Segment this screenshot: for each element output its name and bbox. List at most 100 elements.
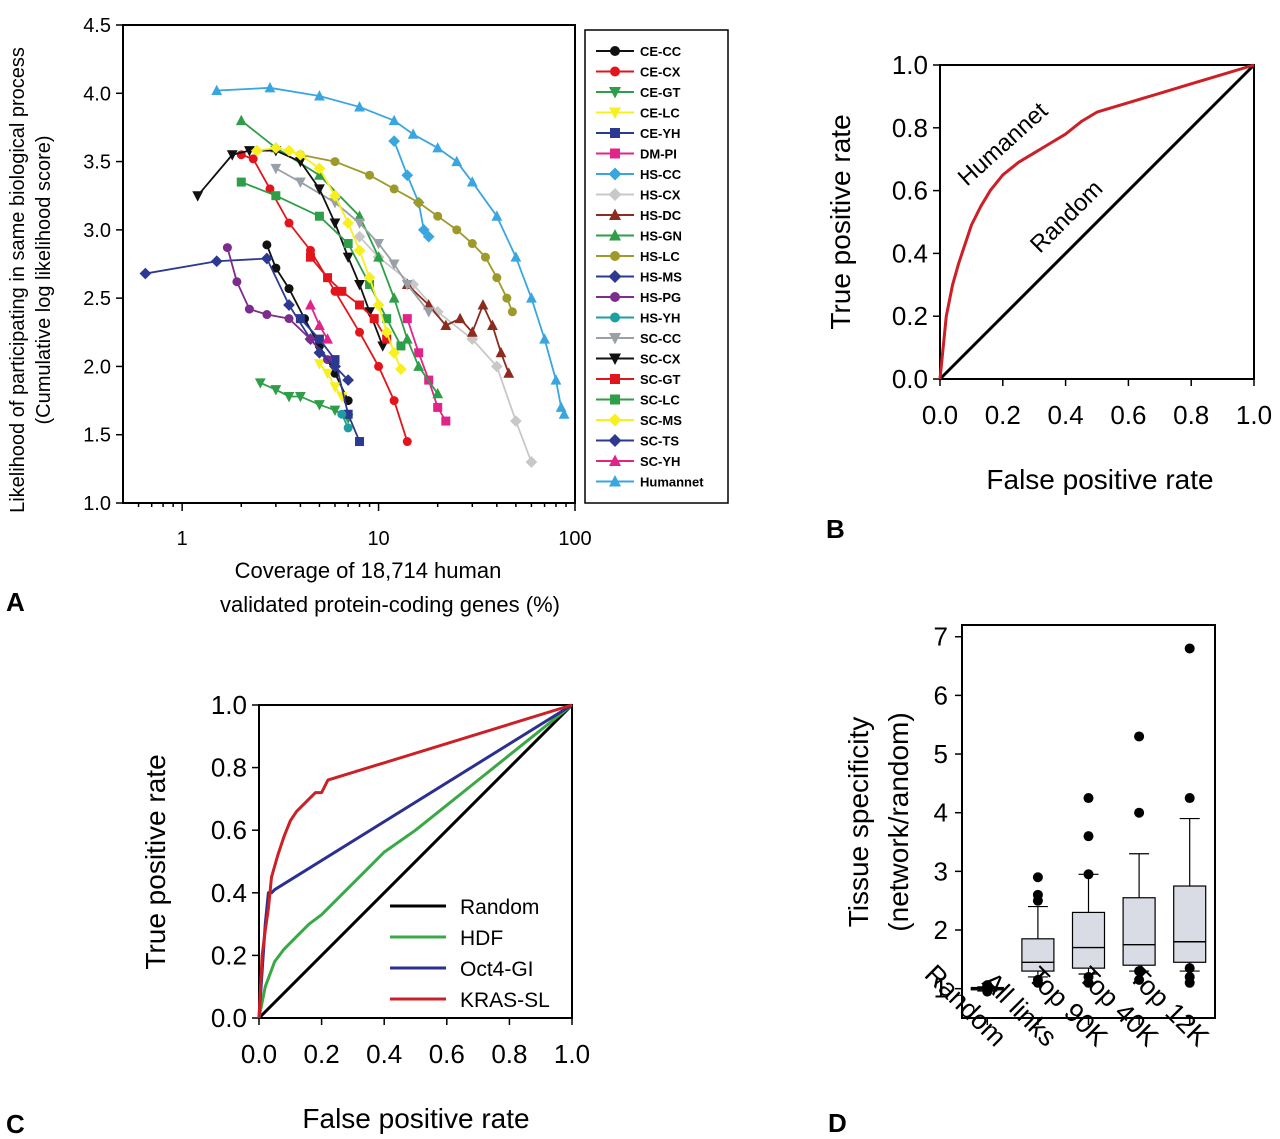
panel-a-point-hs-cc [422,230,435,243]
panel-a-point-humannet [432,142,444,153]
panel-a-ylabel-line1: Likelihood of participating in same biol… [7,47,29,513]
panel-a-point-humannet [491,210,503,221]
panel-a-legend-marker [609,454,621,466]
panel-c-ytick-label: 0.6 [211,815,247,845]
panel-a-series-ce-cx [236,150,412,447]
panel-d-ytick-label: 3 [934,856,948,886]
panel-a-point-hs-dc [487,319,498,330]
panel-a-point-hs-gn [314,169,325,180]
panel-a-point-hs-yh [343,423,353,433]
panel-a-ytick-label: 1.0 [83,493,111,515]
panel-d-iqr-box [1071,911,1106,969]
panel-a-point-ce-cc [284,284,294,294]
panel-d-outlier [1134,966,1145,977]
panel-a-point-ce-gt [294,391,306,403]
panel-a-point-sc-ms [380,326,393,339]
panel-a-ytick-label: 4.5 [83,15,111,37]
panel-a-point-sc-lc [236,177,246,187]
panel-a-series-sc-cc [270,163,435,318]
panel-c-legend-item-oct4-gi: Oct4-GI [390,958,534,981]
panel-a-legend-item-sc-yh: SC-YH [596,454,680,469]
panel-a-legend-item-sc-ms: SC-MS [596,413,682,428]
panel-d-outlier [1083,869,1094,880]
panel-a-point-hs-cx [353,230,366,243]
panel-a-legend-marker [609,353,621,365]
panel-a-legend-label: HS-LC [640,249,680,264]
panel-d-box-top-40k [1122,731,1156,985]
panel-a-point-hs-gn [401,333,413,344]
panel-a-point-hs-dc [454,312,466,324]
panel-a-point-dm-pi [441,416,451,426]
panel-d-iqr-box [1021,938,1055,972]
panel-a-point-hs-pg [222,243,232,253]
panel-a-legend-marker [608,434,622,447]
panel-a-point-ce-lc [322,368,333,380]
panel-a-point-ce-yh [295,314,305,324]
panel-a-point-sc-cx [226,150,238,161]
panel-a-point-hs-cx [525,456,538,468]
panel-label-d: D [828,1108,847,1138]
panel-a-legend-marker [608,270,622,283]
panel-c-legend-item-kras-sl: KRAS-SL [390,989,550,1012]
panel-a-point-humannet [354,101,365,112]
panel-a-point-sc-gt [369,314,379,324]
panel-a-point-hs-lc [492,273,502,283]
panel-a-series-sc-ms [250,142,407,376]
panel-b: 0.0 0.2 0.4 0.6 0.8 1.0 0.0 0.2 0.4 0.6 0.8 1.0 Fa… [825,50,1272,544]
panel-a-point-ce-cx [402,437,412,447]
panel-c-ytick-label: 1.0 [211,690,247,720]
panel-a-point-sc-ms [329,189,341,202]
panel-a-point-ce-gt [283,391,295,403]
panel-a-legend-item-hs-pg: HS-PG [596,290,681,305]
panel-a-line-hs-cc [393,140,430,238]
panel-a-point-sc-lc [314,211,324,221]
panel-b-xtick-label: 0.6 [1110,400,1146,430]
panel-c-legend-label: Oct4-GI [460,958,534,981]
panel-label-c: C [6,1109,25,1139]
panel-a-point-hs-cc [417,224,430,236]
panel-b-xtick-label: 1.0 [1236,400,1272,430]
panel-a-point-sc-cx [377,341,389,352]
panel-a-legend-item-ce-lc: CE-LC [596,106,680,121]
panel-a-point-hs-cc [401,169,414,182]
panel-a-point-ce-gt [254,378,266,389]
panel-a-point-sc-ms [294,148,307,161]
panel-a-legend-item-hs-dc: HS-DC [596,208,682,223]
panel-a-series-ce-yh [295,314,365,447]
panel-a-point-sc-ms [313,162,326,175]
panel-a-point-hs-dc [477,299,489,310]
panel-a-xtick-label: 100 [558,528,591,550]
panel-a-point-ce-yh [330,355,340,365]
panel-a-point-ce-yh [355,437,365,447]
panel-c-legend-item-hdf: HDF [390,927,503,950]
panel-d-ylabel-line2: (network/random) [883,712,914,931]
panel-a-point-hs-gn [373,251,384,262]
panel-b-xtick-label: 0.0 [922,400,958,430]
panel-a-point-hs-lc [365,170,375,180]
panel-a-point-sc-ms [388,346,400,359]
panel-a-series-sc-lc [236,177,406,351]
panel-a-point-hs-dc [423,299,435,310]
panel-c-xtick-label: 0.8 [491,1039,527,1069]
panel-a-xtick-label: 1 [177,528,188,550]
panel-a-point-ce-cx [284,218,294,228]
panel-a-legend-marker [610,292,620,302]
panel-d-outlier [1184,643,1195,654]
panel-b-xtick-label: 0.8 [1173,400,1209,430]
panel-a-legend-label: HS-GN [640,229,682,244]
panel-a-point-humannet [388,114,400,126]
panel-b-plot-frame [939,64,1255,380]
panel-a-point-dm-pi [414,348,424,358]
panel-d-ytick-label: 2 [934,915,948,945]
panel-a-point-hs-pg [284,314,294,324]
panel-a-series-hs-ms [139,252,341,373]
panel-a-point-sc-yh [305,299,316,310]
panel-a-xlabel-line1: Coverage of 18,714 human [235,558,502,583]
panel-a-point-sc-lc [382,314,392,324]
panel-a-point-hs-gn [388,292,400,303]
panel-a-point-sc-cx [243,146,255,157]
panel-a-point-sc-ms [395,363,407,376]
panel-a-legend-item-hs-ms: HS-MS [596,270,682,285]
panel-b-line-humannet [938,63,1255,380]
